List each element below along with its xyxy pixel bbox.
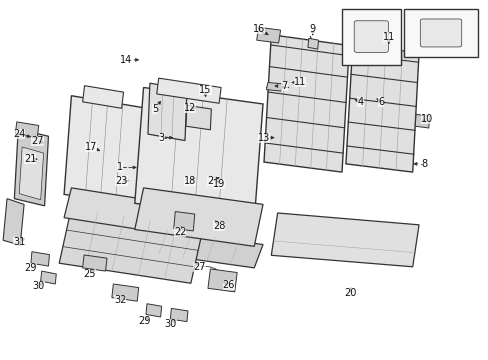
- Polygon shape: [307, 39, 318, 49]
- Text: 2: 2: [207, 176, 213, 186]
- Polygon shape: [185, 105, 211, 130]
- Polygon shape: [207, 269, 237, 292]
- Polygon shape: [264, 35, 348, 172]
- Text: 22: 22: [174, 227, 186, 237]
- Polygon shape: [256, 27, 280, 43]
- Text: 29: 29: [25, 263, 37, 273]
- Text: 12: 12: [183, 103, 196, 113]
- Polygon shape: [135, 227, 263, 268]
- Text: 7: 7: [281, 81, 287, 91]
- Polygon shape: [41, 271, 56, 284]
- Text: 27: 27: [193, 262, 205, 272]
- Text: 9: 9: [309, 24, 315, 34]
- Polygon shape: [414, 114, 429, 128]
- Polygon shape: [82, 86, 123, 108]
- Bar: [404, 9, 477, 57]
- Text: 1: 1: [117, 162, 123, 172]
- Polygon shape: [112, 284, 139, 301]
- Polygon shape: [345, 44, 418, 172]
- Polygon shape: [14, 129, 48, 206]
- Text: 16: 16: [252, 24, 264, 35]
- Polygon shape: [266, 82, 282, 91]
- Text: 26: 26: [222, 280, 235, 290]
- Bar: [341, 9, 400, 64]
- Polygon shape: [146, 304, 161, 317]
- Polygon shape: [64, 96, 147, 207]
- Polygon shape: [271, 213, 418, 267]
- Text: 10: 10: [420, 114, 432, 124]
- Text: 23: 23: [115, 176, 127, 186]
- Polygon shape: [148, 83, 186, 140]
- Polygon shape: [135, 87, 263, 220]
- Text: 20: 20: [344, 288, 356, 298]
- Text: 32: 32: [114, 295, 126, 305]
- Polygon shape: [82, 255, 107, 271]
- Text: 27: 27: [31, 136, 43, 145]
- Polygon shape: [31, 252, 49, 266]
- Text: 11: 11: [382, 32, 394, 41]
- Text: 31: 31: [13, 237, 25, 247]
- Text: 28: 28: [212, 221, 225, 231]
- Text: 17: 17: [84, 142, 97, 152]
- Text: 4: 4: [357, 97, 363, 107]
- Polygon shape: [19, 147, 43, 200]
- Text: 15: 15: [199, 85, 211, 95]
- Text: 29: 29: [138, 316, 150, 325]
- Text: 30: 30: [164, 319, 176, 329]
- FancyBboxPatch shape: [419, 19, 461, 47]
- Polygon shape: [173, 212, 194, 231]
- Text: 18: 18: [183, 176, 196, 186]
- Text: 11: 11: [293, 77, 305, 87]
- Text: 3: 3: [158, 133, 164, 143]
- Polygon shape: [64, 188, 147, 229]
- FancyBboxPatch shape: [353, 21, 387, 52]
- Text: 30: 30: [33, 281, 45, 291]
- Text: 24: 24: [13, 129, 25, 139]
- Polygon shape: [135, 188, 263, 246]
- Polygon shape: [157, 78, 221, 103]
- Polygon shape: [59, 208, 203, 283]
- Text: 25: 25: [83, 269, 96, 279]
- Polygon shape: [3, 199, 24, 245]
- Polygon shape: [15, 122, 39, 138]
- Text: 21: 21: [24, 154, 36, 164]
- Text: 19: 19: [213, 179, 225, 189]
- Text: 13: 13: [257, 133, 269, 143]
- Text: 5: 5: [152, 104, 158, 114]
- Text: 14: 14: [120, 55, 132, 65]
- Polygon shape: [170, 309, 187, 321]
- Text: 6: 6: [377, 97, 383, 107]
- Text: 8: 8: [421, 159, 427, 169]
